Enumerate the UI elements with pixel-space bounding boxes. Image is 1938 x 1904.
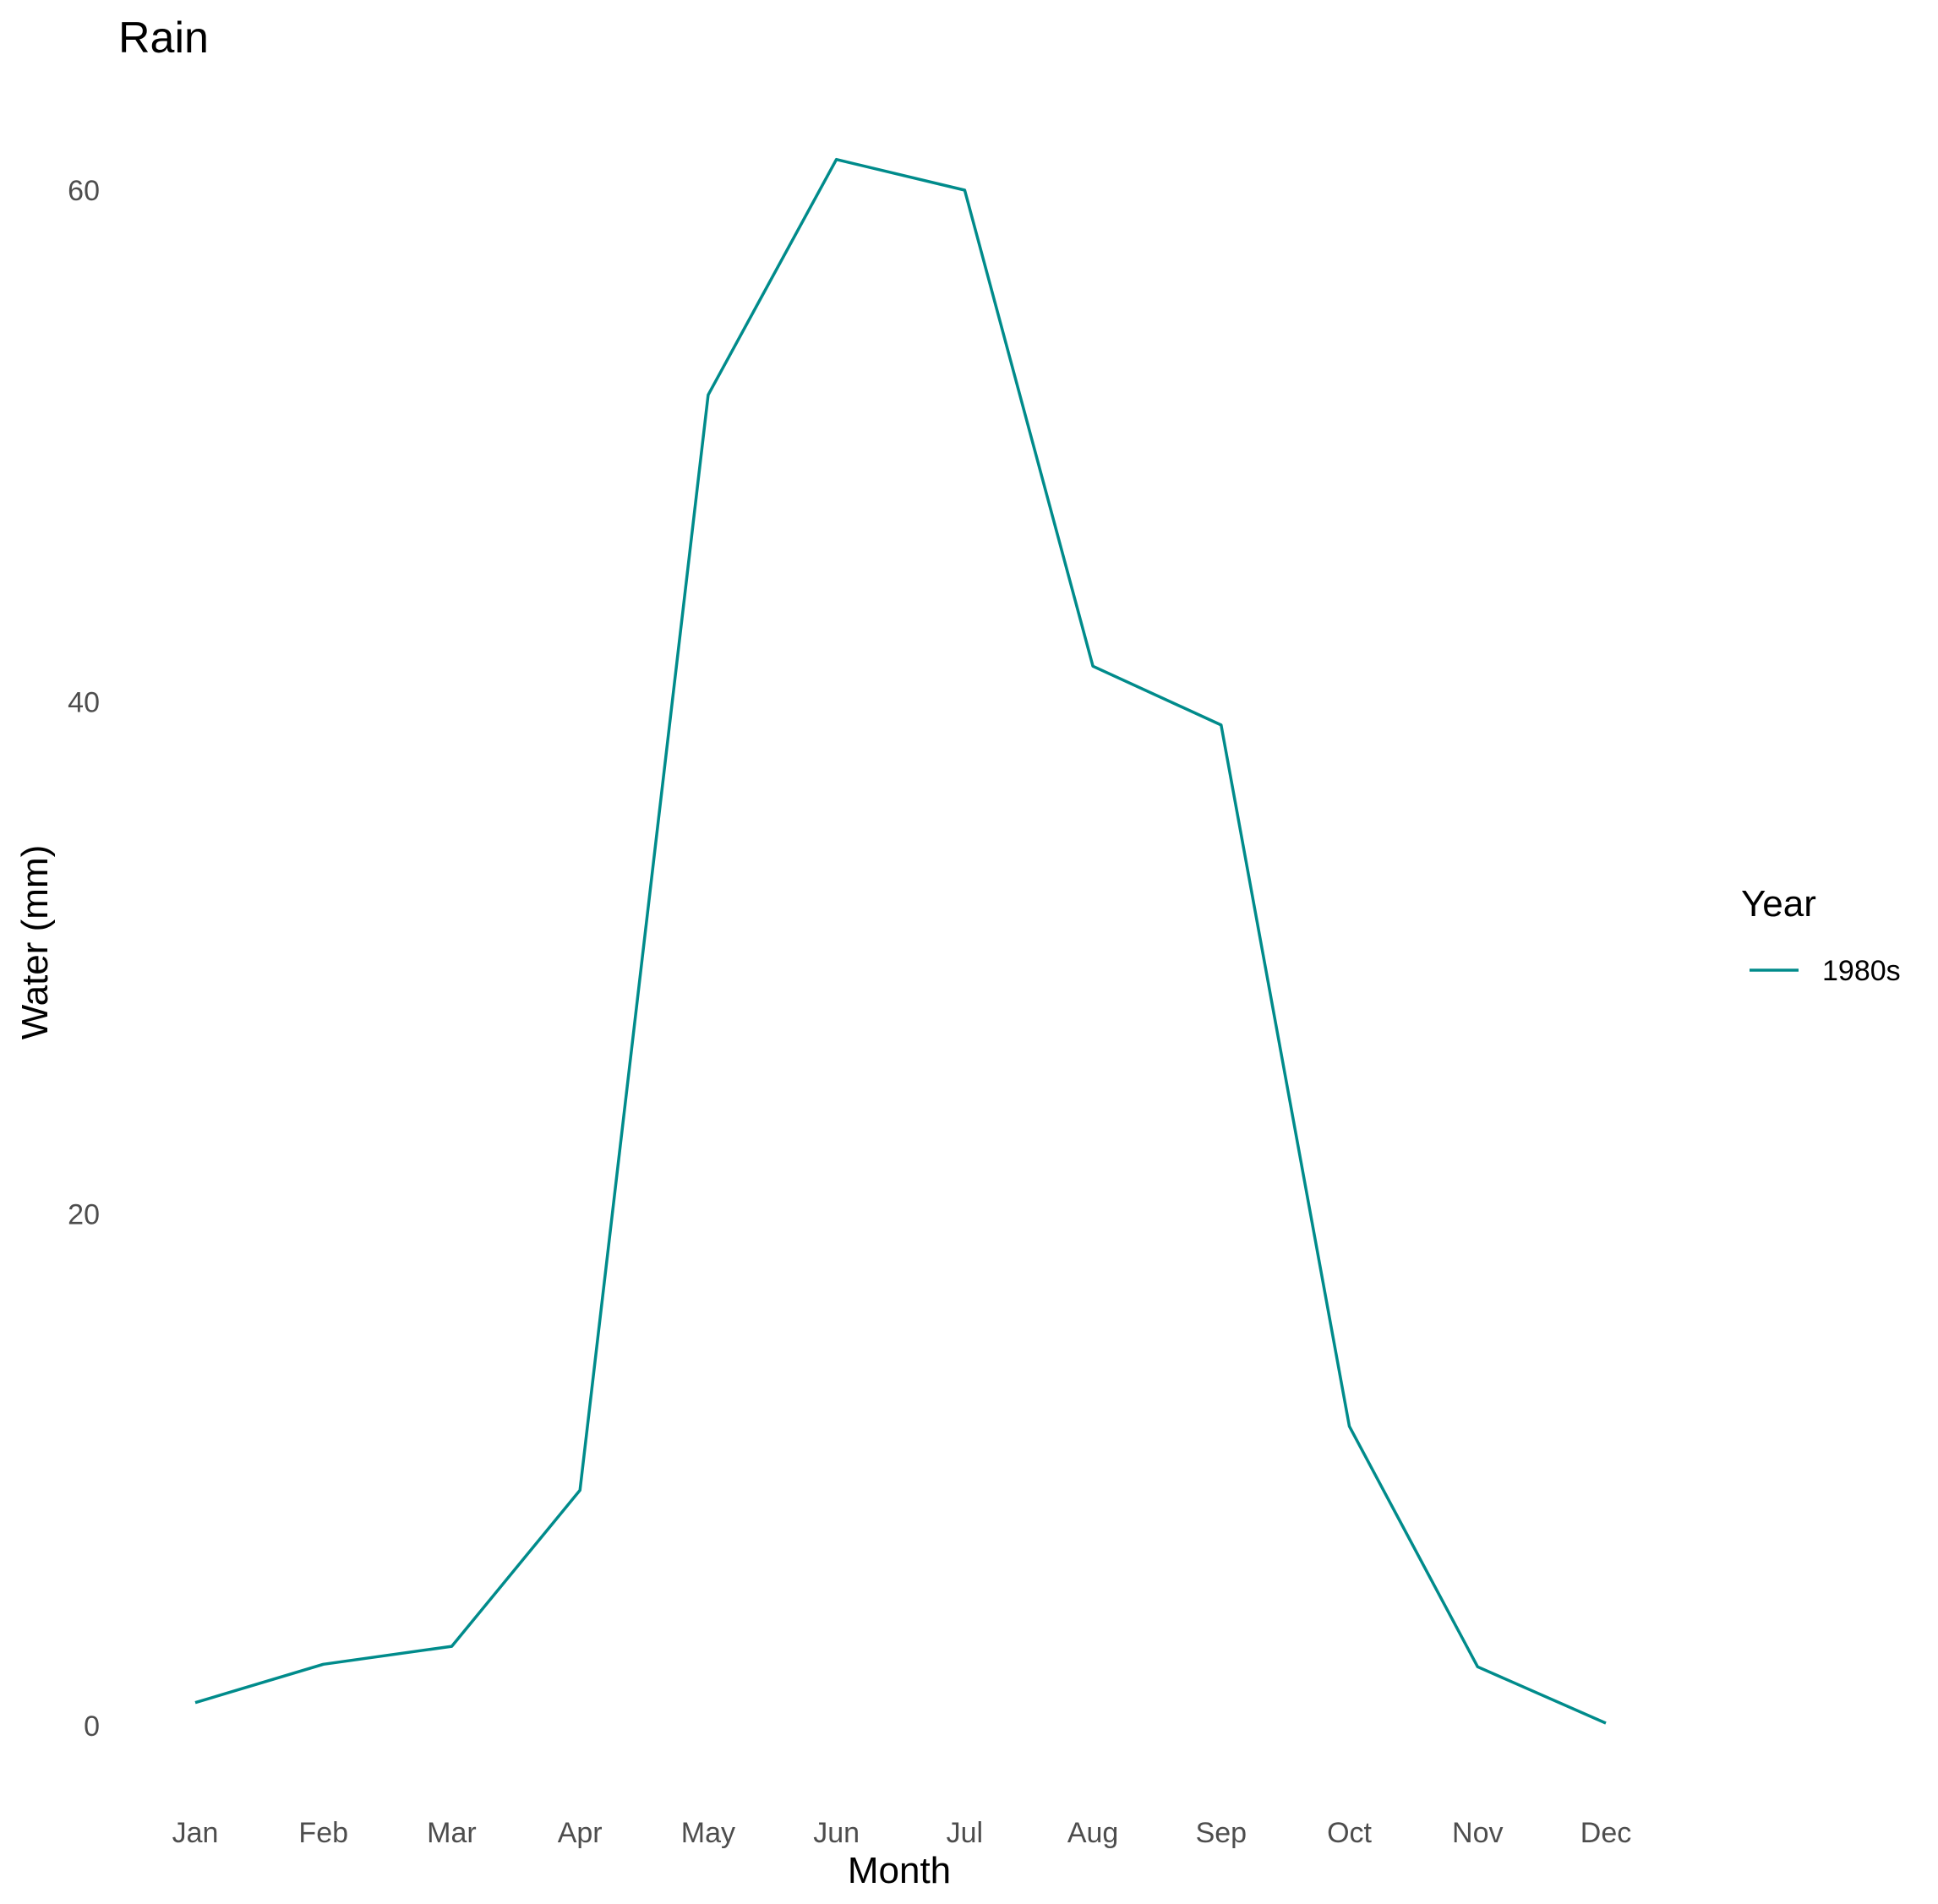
x-tick-label-nov: Nov: [1452, 1817, 1503, 1849]
legend-title: Year: [1741, 883, 1816, 925]
x-axis-ticks: Jan Feb Mar Apr May Jun Jul Aug Sep Oct Nov Dec: [172, 1817, 1632, 1849]
x-tick-label-mar: Mar: [427, 1817, 477, 1849]
x-tick-label-jan: Jan: [172, 1817, 219, 1849]
x-tick-label-may: May: [681, 1817, 735, 1849]
x-tick-label-jun: Jun: [813, 1817, 860, 1849]
legend-label-1980s: 1980s: [1822, 955, 1901, 987]
series-layer: [194, 157, 1607, 1725]
y-axis-ticks: 0 20 40 60: [68, 175, 100, 1743]
x-axis-title: Month: [848, 1850, 951, 1891]
y-tick-label: 40: [68, 687, 100, 719]
x-tick-label-jul: Jul: [947, 1817, 983, 1849]
y-axis-title: Water (mm): [14, 845, 56, 1040]
y-tick-label: 0: [84, 1710, 100, 1743]
x-tick-label-sep: Sep: [1196, 1817, 1247, 1849]
x-tick-label-dec: Dec: [1580, 1817, 1631, 1849]
x-tick-label-feb: Feb: [298, 1817, 348, 1849]
legend: Year 1980s: [1741, 883, 1901, 987]
y-tick-label: 60: [68, 175, 100, 207]
x-tick-label-apr: Apr: [558, 1817, 603, 1849]
x-tick-label-oct: Oct: [1327, 1817, 1372, 1849]
chart-title: Rain: [118, 14, 209, 63]
y-tick-label: 20: [68, 1198, 100, 1230]
series-line-1980s: [194, 157, 1607, 1725]
x-tick-label-aug: Aug: [1067, 1817, 1119, 1849]
